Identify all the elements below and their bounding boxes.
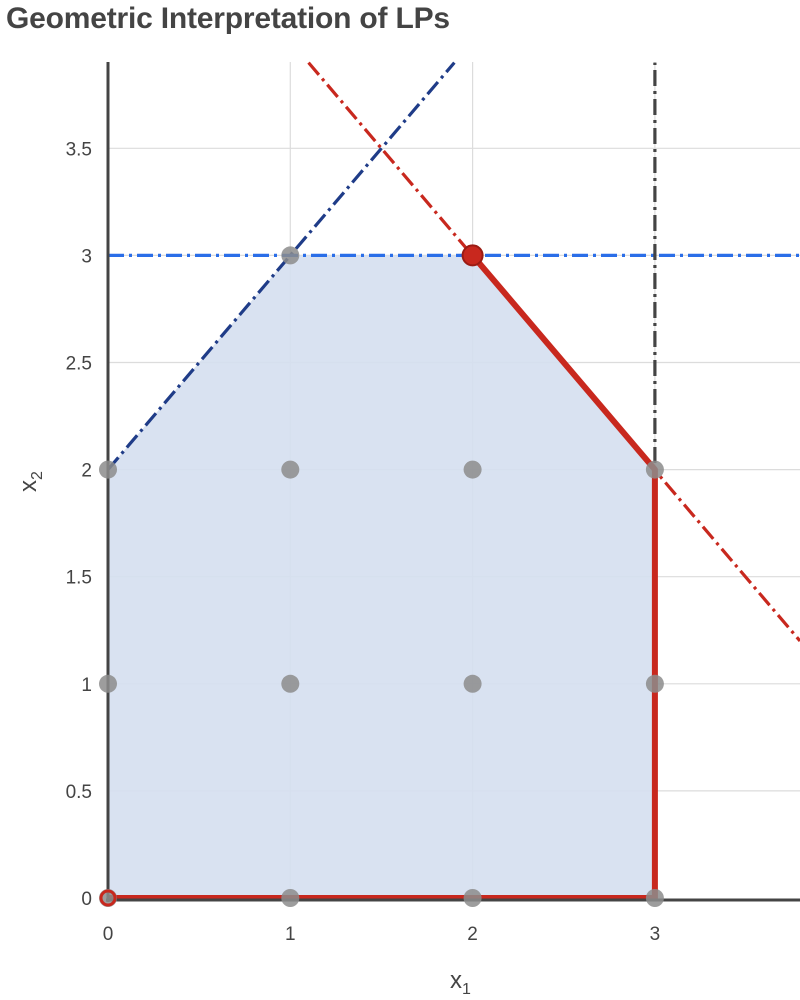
tick-labels: 0 1 2 3 0 0.5 1 1.5 2 2.5 3 3.5 — [66, 139, 661, 945]
chart-title: Geometric Interpretation of LPs — [6, 2, 450, 35]
integer-point — [281, 460, 300, 479]
integer-point — [645, 460, 664, 479]
x-axis-label: x1 — [450, 967, 471, 998]
x-axis-label-base: x — [450, 967, 462, 994]
y-tick-label: 3.5 — [66, 139, 92, 160]
y-tick-label: 1 — [81, 675, 92, 696]
integer-point — [99, 674, 117, 693]
y-tick-label: 2.5 — [66, 354, 92, 375]
integer-point — [463, 674, 482, 693]
integer-point — [645, 674, 664, 693]
integer-point — [463, 460, 482, 479]
y-axis-label-sub: 2 — [29, 471, 46, 480]
integer-points — [99, 244, 664, 907]
constraint-line-upper-slope — [106, 61, 456, 471]
axes — [106, 62, 800, 902]
feasible-region-group — [108, 255, 655, 898]
integer-point — [99, 460, 117, 479]
x-tick-label: 0 — [103, 924, 114, 945]
x-tick-label: 3 — [650, 924, 661, 945]
y-tick-label: 3 — [81, 246, 92, 267]
integer-point — [281, 674, 300, 693]
integer-point — [281, 246, 300, 265]
integer-point — [645, 889, 664, 907]
y-tick-label: 0 — [81, 889, 92, 910]
x-tick-label: 2 — [467, 924, 478, 945]
y-axis-label: x2 — [15, 471, 46, 492]
feasible-region — [108, 255, 655, 898]
optimal-point — [461, 244, 484, 267]
origin-marker — [99, 889, 117, 907]
integer-point — [463, 889, 482, 907]
integer-point — [281, 889, 300, 907]
x-tick-label: 1 — [285, 924, 296, 945]
y-axis-label-base: x — [15, 480, 42, 492]
y-tick-label: 0.5 — [66, 782, 92, 803]
y-tick-label: 2 — [81, 461, 92, 482]
x-axis-label-sub: 1 — [462, 981, 471, 998]
y-tick-label: 1.5 — [66, 568, 92, 589]
